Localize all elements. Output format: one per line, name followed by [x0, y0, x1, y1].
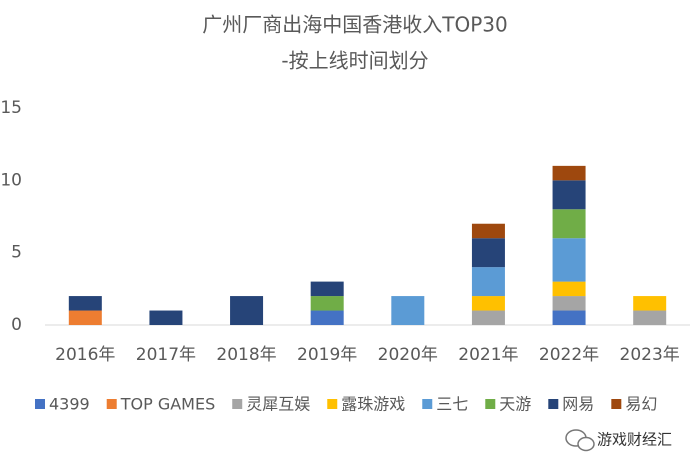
bar-segment	[552, 165, 586, 181]
legend-swatch	[422, 399, 433, 409]
bar-segment	[552, 296, 586, 311]
watermark: 游戏财经汇	[597, 431, 672, 449]
bar-segment	[149, 310, 183, 325]
y-tick-label: 10	[0, 170, 22, 190]
x-tick-label: 2022年	[539, 345, 599, 365]
legend-swatch	[485, 399, 496, 409]
y-tick-label: 5	[11, 243, 22, 263]
legend-swatch	[232, 399, 243, 409]
bar-segment	[471, 238, 505, 268]
legend-swatch	[327, 399, 338, 409]
bar-segment	[552, 209, 586, 239]
bar-segment	[68, 310, 102, 325]
bar-segment	[310, 310, 344, 325]
bar-segment	[68, 296, 102, 311]
bar-segment	[310, 281, 344, 297]
x-tick-label: 2019年	[297, 345, 357, 365]
x-tick-label: 2018年	[216, 345, 276, 365]
chart-subtitle: -按上线时间划分	[281, 49, 428, 73]
legend-label: 露珠游戏	[341, 395, 405, 414]
bar-segment	[391, 296, 425, 325]
legend-label: 三七	[436, 395, 468, 414]
y-tick-label: 15	[0, 98, 22, 118]
watermark-icon	[565, 429, 595, 452]
legend-swatch	[35, 399, 45, 409]
bar-segment	[471, 223, 505, 239]
bar-segment	[552, 238, 586, 282]
bar-segment	[471, 310, 505, 325]
bar-segment	[552, 310, 586, 325]
bar-segment	[310, 296, 344, 311]
x-tick-label: 2023年	[620, 345, 680, 365]
legend-label: 易幻	[625, 395, 657, 414]
y-tick-label: 0	[11, 315, 22, 335]
bar-segment	[552, 180, 586, 210]
legend-swatch	[611, 399, 622, 409]
bar-segment	[633, 310, 667, 325]
legend-label: 灵犀互娱	[246, 395, 310, 414]
legend-label: 网易	[562, 395, 594, 414]
legend-label: 天游	[499, 395, 531, 414]
x-tick-label: 2021年	[458, 345, 518, 365]
legend-swatch	[548, 399, 559, 409]
bar-segment	[552, 281, 586, 297]
legend-swatch	[106, 399, 117, 409]
legend-label: 4399	[49, 395, 90, 414]
x-tick-label: 2020年	[378, 345, 438, 365]
bar-segment	[633, 296, 667, 311]
bar-segment	[471, 296, 505, 311]
chart-title: 广州厂商出海中国香港收入TOP30	[202, 13, 507, 37]
x-tick-label: 2016年	[55, 345, 115, 365]
bar-segment	[230, 296, 264, 325]
legend-label: TOP GAMES	[120, 395, 216, 414]
x-tick-label: 2017年	[136, 345, 196, 365]
bar-segment	[471, 267, 505, 297]
